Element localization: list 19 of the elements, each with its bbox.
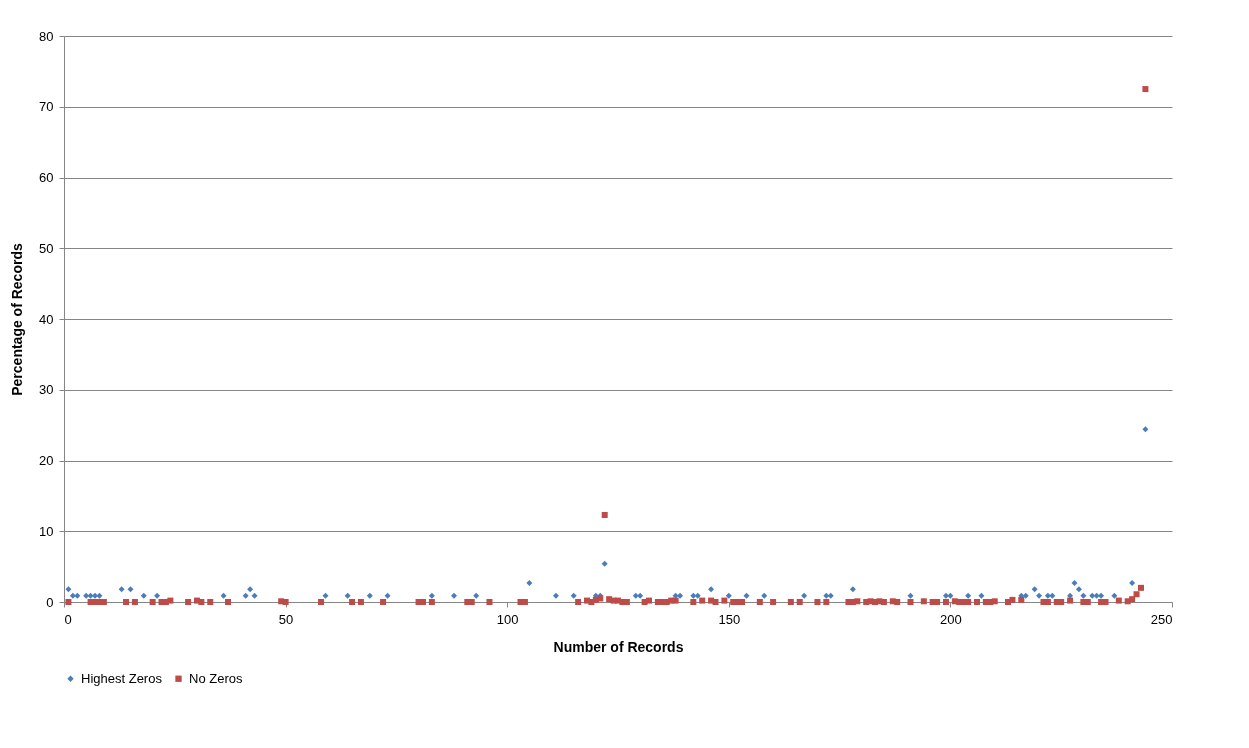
y-tick-label: 0: [46, 594, 54, 610]
legend-label: No Zeros: [189, 670, 243, 686]
y-tick-label: 40: [39, 311, 54, 327]
y-tick-label: 10: [39, 523, 54, 539]
y-axis-title: Percentage of Records: [9, 243, 26, 396]
y-tick-label: 80: [39, 28, 54, 44]
x-tick-label: 0: [64, 611, 72, 627]
x-tick-label: 250: [1150, 611, 1173, 627]
legend-label: Highest Zeros: [81, 670, 163, 686]
x-tick-label: 150: [718, 611, 741, 627]
x-tick-label: 100: [496, 611, 519, 627]
x-tick-label: 50: [278, 611, 294, 627]
x-axis-title: Number of Records: [553, 638, 684, 655]
y-tick-label: 50: [39, 240, 54, 256]
y-tick-label: 20: [39, 453, 54, 468]
y-tick-label: 60: [39, 170, 54, 185]
x-tick-label: 200: [940, 611, 962, 627]
y-tick-label: 70: [39, 99, 54, 115]
y-tick-label: 30: [39, 382, 54, 398]
